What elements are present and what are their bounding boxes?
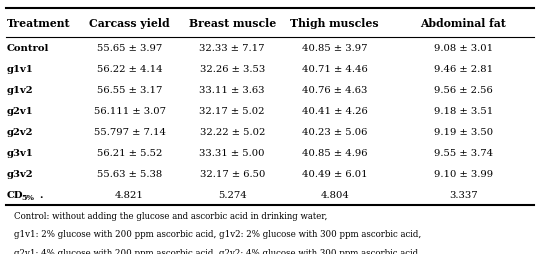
- Text: 4.804: 4.804: [320, 190, 349, 199]
- Text: 4.821: 4.821: [115, 190, 144, 199]
- Text: Abdominal fat: Abdominal fat: [420, 18, 507, 29]
- Text: 55.65 ± 3.97: 55.65 ± 3.97: [97, 44, 162, 53]
- Text: g1v1: g1v1: [6, 65, 33, 74]
- Text: g2v1: 4% glucose with 200 ppm ascorbic acid, g2v2: 4% glucose with 300 ppm ascor: g2v1: 4% glucose with 200 ppm ascorbic a…: [14, 248, 421, 254]
- Text: Treatment: Treatment: [6, 18, 70, 29]
- Text: 9.56 ± 2.56: 9.56 ± 2.56: [434, 86, 492, 95]
- Text: 55.797 ± 7.14: 55.797 ± 7.14: [93, 127, 166, 136]
- Text: 40.76 ± 4.63: 40.76 ± 4.63: [302, 86, 368, 95]
- Text: .: .: [39, 190, 42, 199]
- Text: CD: CD: [6, 190, 23, 199]
- Text: 9.18 ± 3.51: 9.18 ± 3.51: [434, 106, 493, 116]
- Text: 33.11 ± 3.63: 33.11 ± 3.63: [199, 86, 265, 95]
- Text: 40.49 ± 6.01: 40.49 ± 6.01: [302, 169, 368, 178]
- Text: 32.17 ± 6.50: 32.17 ± 6.50: [199, 169, 265, 178]
- Text: Breast muscle: Breast muscle: [188, 18, 276, 29]
- Text: 9.55 ± 3.74: 9.55 ± 3.74: [434, 148, 493, 157]
- Text: 55.63 ± 5.38: 55.63 ± 5.38: [97, 169, 162, 178]
- Text: 32.22 ± 5.02: 32.22 ± 5.02: [199, 127, 265, 136]
- Text: Control: Control: [6, 44, 49, 53]
- Text: 9.46 ± 2.81: 9.46 ± 2.81: [434, 65, 493, 74]
- Text: 9.08 ± 3.01: 9.08 ± 3.01: [434, 44, 493, 53]
- Text: g1v2: g1v2: [6, 86, 33, 95]
- Text: 56.21 ± 5.52: 56.21 ± 5.52: [97, 148, 163, 157]
- Text: g3v2: g3v2: [6, 169, 33, 178]
- Text: 56.111 ± 3.07: 56.111 ± 3.07: [93, 106, 166, 116]
- Text: Thigh muscles: Thigh muscles: [291, 18, 379, 29]
- Text: 40.23 ± 5.06: 40.23 ± 5.06: [302, 127, 368, 136]
- Text: 3.337: 3.337: [449, 190, 478, 199]
- Text: 32.26 ± 3.53: 32.26 ± 3.53: [200, 65, 265, 74]
- Text: 56.55 ± 3.17: 56.55 ± 3.17: [97, 86, 163, 95]
- Text: 56.22 ± 4.14: 56.22 ± 4.14: [97, 65, 163, 74]
- Text: 32.17 ± 5.02: 32.17 ± 5.02: [199, 106, 265, 116]
- Text: g1v1: 2% glucose with 200 ppm ascorbic acid, g1v2: 2% glucose with 300 ppm ascor: g1v1: 2% glucose with 200 ppm ascorbic a…: [14, 229, 421, 238]
- Text: 40.85 ± 4.96: 40.85 ± 4.96: [302, 148, 368, 157]
- Text: 33.31 ± 5.00: 33.31 ± 5.00: [199, 148, 265, 157]
- Text: 40.41 ± 4.26: 40.41 ± 4.26: [302, 106, 368, 116]
- Text: 9.10 ± 3.99: 9.10 ± 3.99: [434, 169, 493, 178]
- Text: 9.19 ± 3.50: 9.19 ± 3.50: [434, 127, 493, 136]
- Text: Carcass yield: Carcass yield: [89, 18, 170, 29]
- Text: 40.71 ± 4.46: 40.71 ± 4.46: [302, 65, 368, 74]
- Text: g2v1: g2v1: [6, 106, 33, 116]
- Text: 5.274: 5.274: [218, 190, 247, 199]
- Text: g3v1: g3v1: [6, 148, 33, 157]
- Text: 5%: 5%: [22, 193, 35, 201]
- Text: g2v2: g2v2: [6, 127, 33, 136]
- Text: Control: without adding the glucose and ascorbic acid in drinking water,: Control: without adding the glucose and …: [14, 211, 327, 220]
- Text: 40.85 ± 3.97: 40.85 ± 3.97: [302, 44, 368, 53]
- Text: 32.33 ± 7.17: 32.33 ± 7.17: [199, 44, 265, 53]
